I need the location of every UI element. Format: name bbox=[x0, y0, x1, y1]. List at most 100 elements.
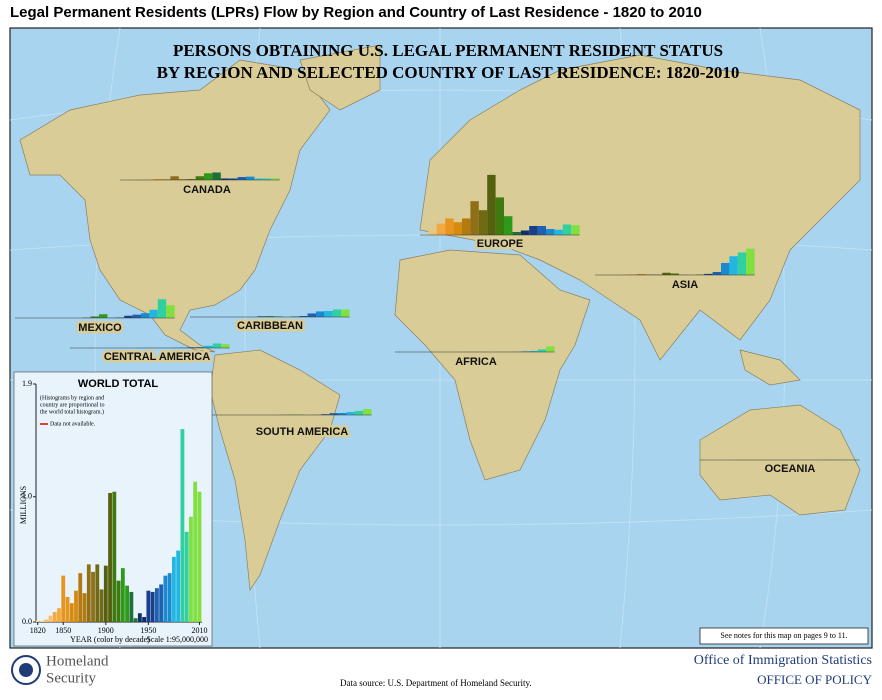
bar bbox=[57, 608, 61, 622]
region-bar bbox=[149, 310, 157, 318]
agency: Homeland bbox=[46, 653, 109, 669]
bar bbox=[61, 576, 65, 622]
y-tick-label: 0.0 bbox=[22, 617, 32, 626]
bar bbox=[176, 551, 180, 622]
region-bar bbox=[428, 231, 436, 235]
region-label: CANADA bbox=[183, 184, 231, 196]
region-bar bbox=[729, 256, 737, 275]
map-title: BY REGION AND SELECTED COUNTRY OF LAST R… bbox=[157, 63, 740, 82]
region-bar bbox=[571, 225, 579, 235]
region-bar bbox=[554, 230, 562, 235]
bar bbox=[159, 584, 163, 622]
y-axis-label: MILLIONS bbox=[19, 486, 28, 524]
region-bar bbox=[308, 313, 316, 317]
region-bar bbox=[437, 224, 445, 235]
bar bbox=[78, 573, 82, 622]
region-label: CARIBBEAN bbox=[237, 320, 303, 332]
region-bar bbox=[338, 413, 346, 415]
region-bar bbox=[355, 411, 363, 415]
region-bar bbox=[99, 314, 107, 318]
region-bar bbox=[746, 249, 754, 275]
region-bar bbox=[721, 263, 729, 275]
region-label: ASIA bbox=[672, 279, 698, 291]
bar bbox=[125, 586, 129, 622]
region-bar bbox=[213, 343, 221, 348]
bar bbox=[189, 517, 193, 622]
bar bbox=[168, 573, 172, 622]
region-bar bbox=[445, 218, 453, 235]
region-label: SOUTH AMERICA bbox=[256, 426, 349, 438]
region-bar bbox=[738, 252, 746, 275]
x-axis-label: YEAR (color by decade) bbox=[70, 635, 150, 644]
region-bar bbox=[454, 222, 462, 235]
agency: Security bbox=[46, 670, 96, 686]
bar bbox=[185, 532, 189, 622]
bar bbox=[91, 572, 95, 622]
region-bar bbox=[246, 177, 254, 180]
bar bbox=[74, 591, 78, 622]
inset-note: country are proportional to bbox=[40, 402, 104, 408]
bar bbox=[100, 589, 104, 622]
bar bbox=[117, 581, 121, 622]
region-label: OCEANIA bbox=[765, 463, 816, 475]
scale: Scale 1:95,000,000 bbox=[146, 635, 208, 644]
region-bar bbox=[487, 175, 495, 235]
region-label: AFRICA bbox=[455, 356, 497, 368]
x-tick-label: 1950 bbox=[140, 626, 156, 635]
office: Office of Immigration Statistics bbox=[694, 653, 872, 668]
x-tick-label: 1850 bbox=[55, 626, 71, 635]
region-bar bbox=[479, 210, 487, 235]
x-tick-label: 1820 bbox=[30, 626, 46, 635]
region-bar bbox=[196, 176, 204, 180]
bar bbox=[121, 568, 125, 622]
inset-note: the world total histogram.) bbox=[40, 408, 104, 415]
x-tick-label: 1900 bbox=[98, 626, 114, 635]
bar bbox=[70, 603, 74, 622]
region-bar bbox=[204, 173, 212, 180]
bar bbox=[151, 592, 155, 622]
bar bbox=[108, 493, 112, 622]
bar bbox=[104, 566, 108, 622]
bar bbox=[181, 429, 185, 622]
bar bbox=[146, 591, 150, 622]
region-bar bbox=[521, 230, 529, 235]
region-bar bbox=[470, 201, 478, 235]
bar bbox=[163, 576, 167, 622]
region-bar bbox=[141, 313, 149, 318]
bar bbox=[83, 593, 87, 622]
region-bar bbox=[529, 226, 537, 235]
region-bar bbox=[341, 309, 349, 317]
region-bar bbox=[504, 216, 512, 235]
region-label: CENTRAL AMERICA bbox=[104, 351, 210, 363]
bar bbox=[53, 612, 57, 622]
bar bbox=[138, 613, 142, 622]
region-bar bbox=[170, 176, 178, 180]
region-bar bbox=[204, 346, 212, 348]
x-tick-label: 2010 bbox=[191, 626, 207, 635]
data-source: Data source: U.S. Department of Homeland… bbox=[340, 678, 532, 688]
bar bbox=[49, 616, 53, 622]
region-bar bbox=[713, 272, 721, 275]
bar bbox=[87, 564, 91, 622]
bar bbox=[198, 492, 202, 622]
bar bbox=[66, 597, 70, 622]
bar bbox=[172, 557, 176, 622]
region-bar bbox=[462, 218, 470, 235]
region-bar bbox=[496, 197, 504, 235]
region-label: MEXICO bbox=[78, 322, 122, 334]
bar bbox=[129, 592, 133, 622]
bar bbox=[40, 621, 44, 622]
region-bar bbox=[133, 315, 141, 318]
bar bbox=[193, 482, 197, 622]
region-bar bbox=[166, 305, 174, 318]
region-bar bbox=[124, 316, 132, 318]
region-bar bbox=[212, 172, 220, 180]
region-bar bbox=[538, 226, 546, 235]
y-tick-label: 1.9 bbox=[22, 379, 32, 388]
bar bbox=[142, 617, 146, 622]
region-bar bbox=[158, 299, 166, 318]
region-bar bbox=[238, 177, 246, 180]
region-bar bbox=[563, 224, 571, 235]
region-bar bbox=[546, 229, 554, 235]
